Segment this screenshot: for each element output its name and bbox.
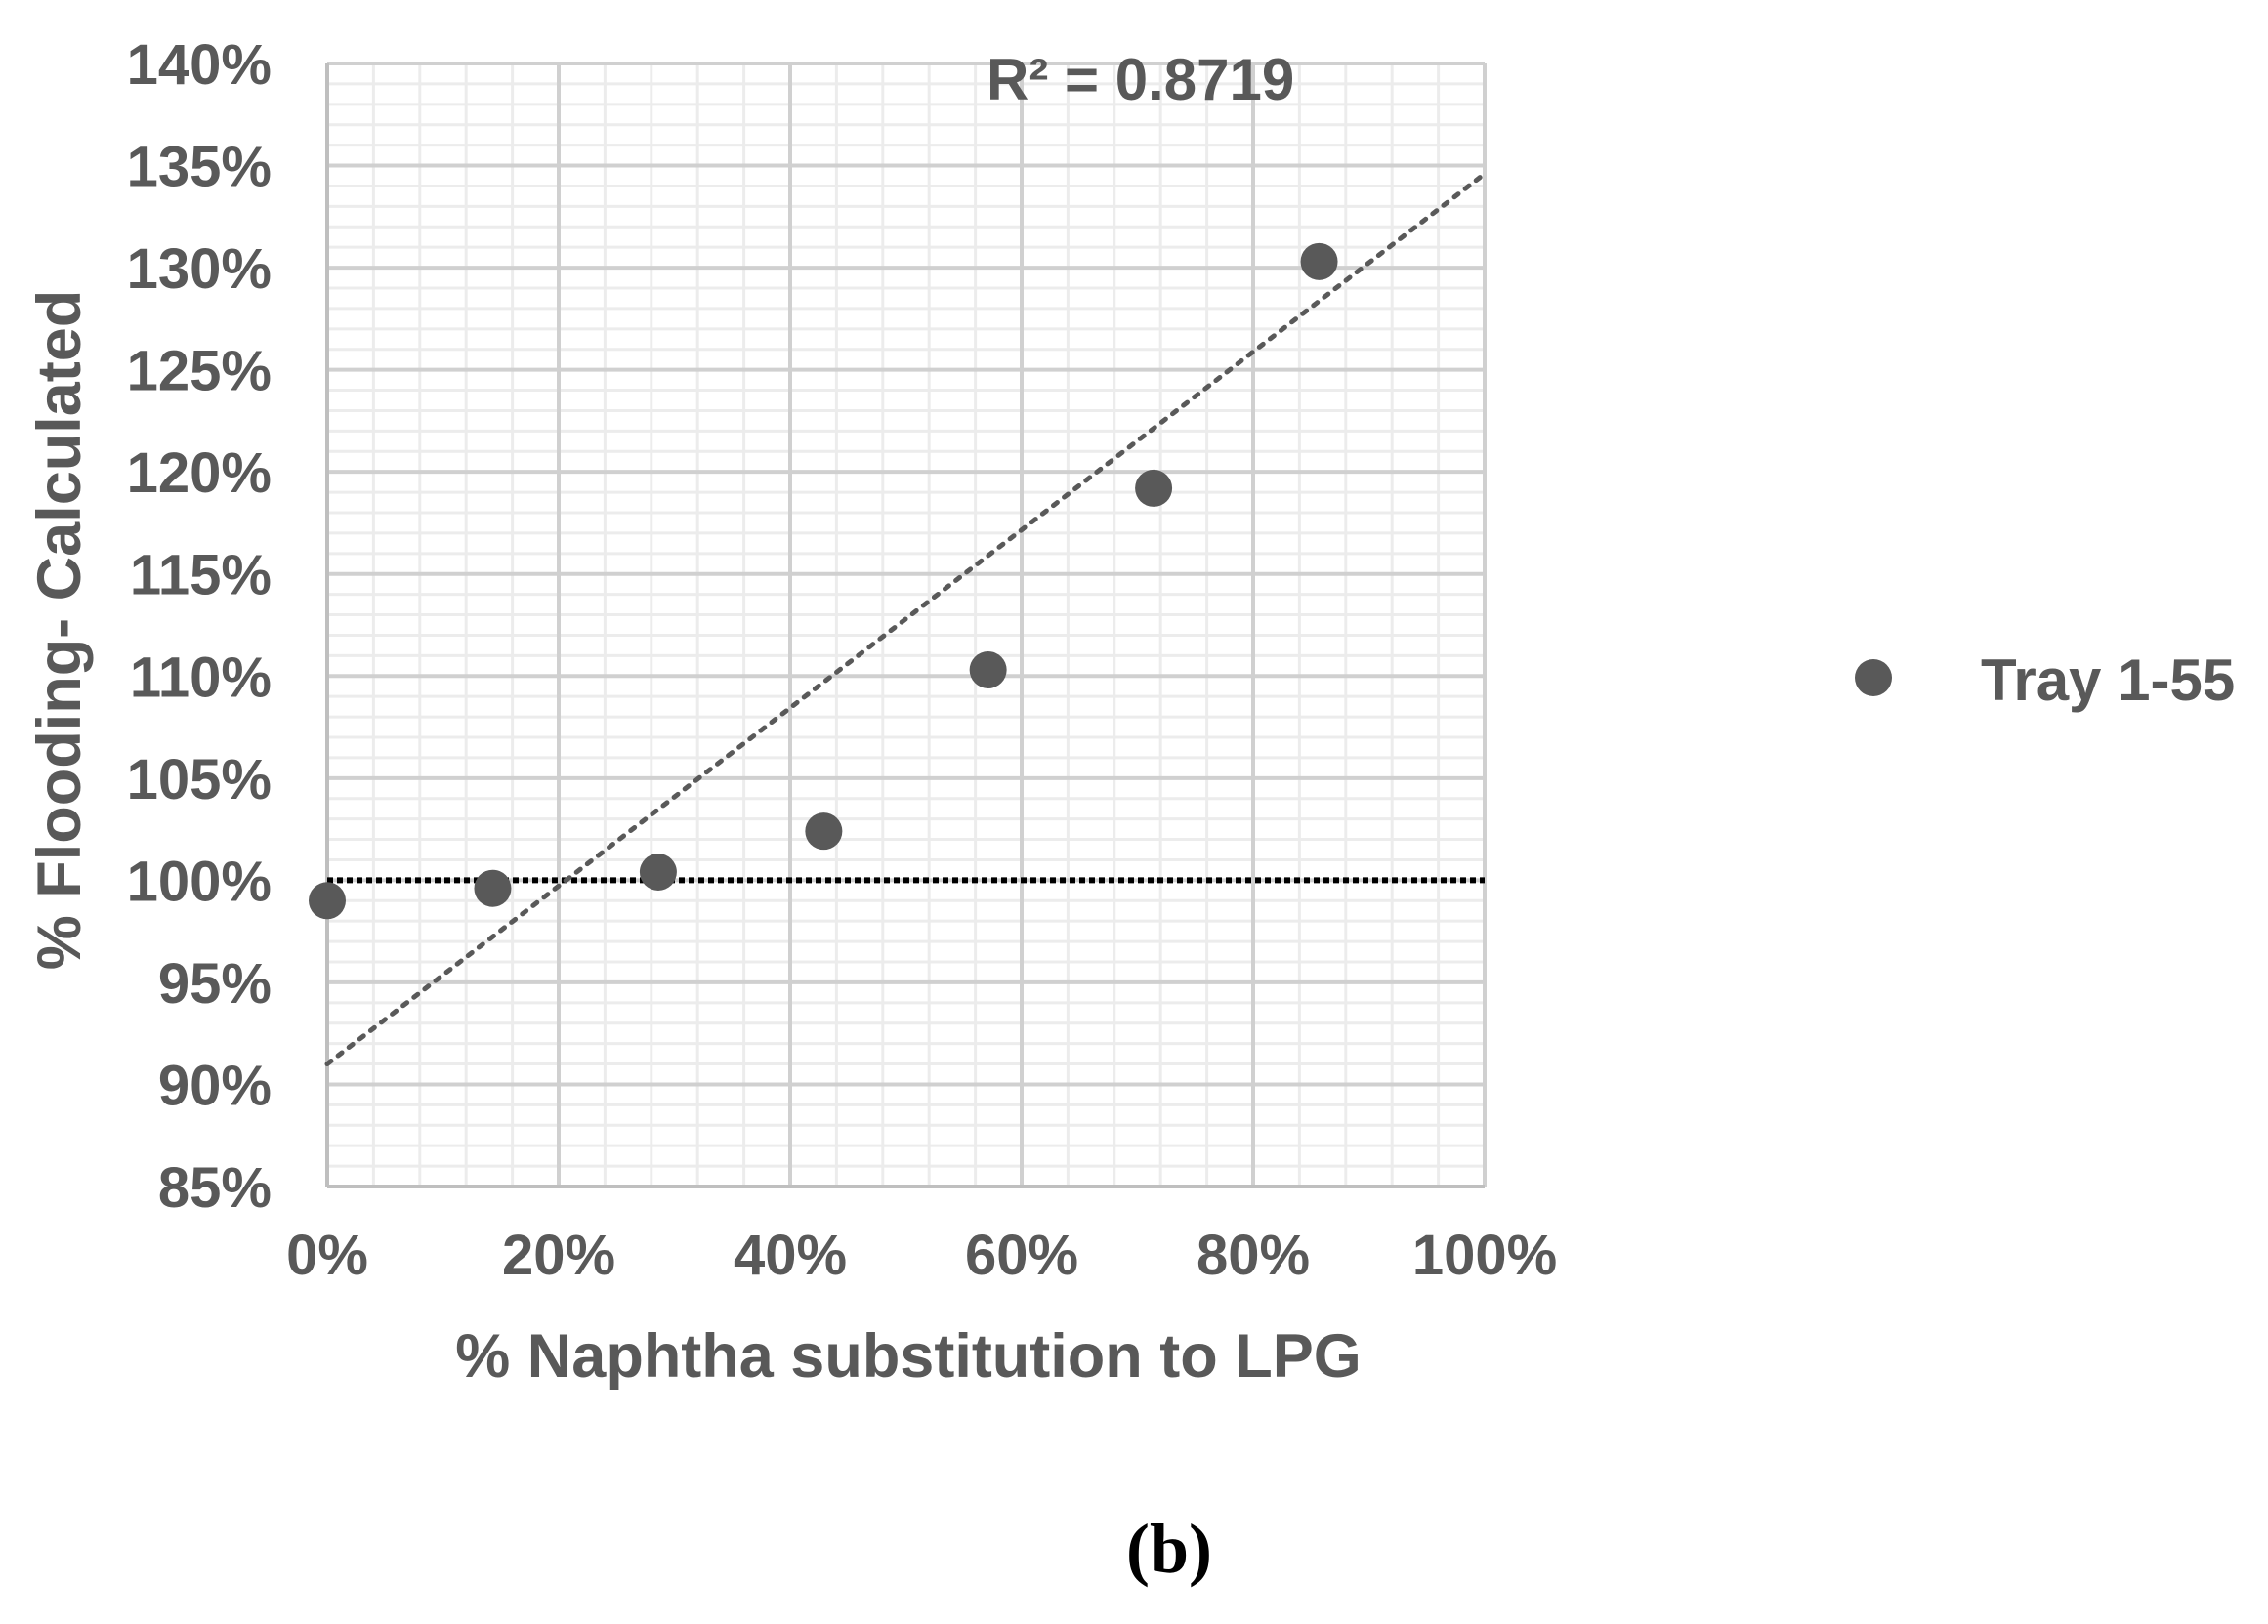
x-tick-label: 60% bbox=[965, 1224, 1078, 1287]
trendline-group bbox=[324, 171, 1488, 1067]
y-tick-label: 120% bbox=[127, 441, 272, 505]
x-tick-labels: 0% 20% 40% 60% 80% 100% bbox=[286, 1224, 1557, 1287]
data-point bbox=[969, 651, 1007, 688]
x-tick-label: 100% bbox=[1412, 1224, 1557, 1287]
axes bbox=[325, 63, 1485, 1188]
data-point bbox=[1300, 242, 1338, 280]
minor-gridlines bbox=[327, 63, 1485, 1187]
legend-marker bbox=[1855, 659, 1892, 696]
x-tick-label: 20% bbox=[502, 1224, 615, 1287]
data-point bbox=[805, 812, 843, 851]
major-gridlines bbox=[327, 62, 1487, 1187]
y-tick-label: 130% bbox=[127, 237, 272, 301]
panel-label: (b) bbox=[1126, 1510, 1212, 1588]
data-point bbox=[639, 854, 677, 891]
data-point bbox=[1135, 469, 1173, 507]
legend-label: Tray 1-55 bbox=[1981, 647, 2235, 713]
y-tick-label: 90% bbox=[158, 1054, 272, 1117]
y-tick-label: 95% bbox=[158, 952, 272, 1016]
y-tick-label: 100% bbox=[127, 850, 272, 913]
y-tick-labels: 85% 90% 95% 100% 105% 110% 115% 120% 125% 130% 135… bbox=[127, 33, 272, 1220]
x-tick-label: 40% bbox=[734, 1224, 847, 1287]
trendline bbox=[324, 171, 1488, 1067]
y-tick-label: 105% bbox=[127, 748, 272, 812]
y-tick-label: 125% bbox=[127, 340, 272, 403]
y-tick-label: 135% bbox=[127, 136, 272, 199]
legend: Tray 1-55 bbox=[1855, 647, 2235, 713]
x-axis-title: % Naphtha substitution to LPG bbox=[455, 1322, 1361, 1391]
y-tick-label: 85% bbox=[158, 1156, 272, 1220]
data-point bbox=[474, 869, 512, 907]
y-tick-label: 110% bbox=[130, 645, 272, 709]
data-points bbox=[309, 242, 1338, 920]
data-point bbox=[309, 882, 346, 920]
x-tick-label: 80% bbox=[1197, 1224, 1310, 1287]
x-tick-label: 0% bbox=[286, 1224, 368, 1287]
y-axis-title: % Flooding- Calculated bbox=[25, 290, 94, 971]
y-tick-label: 140% bbox=[127, 33, 272, 97]
y-tick-label: 115% bbox=[130, 544, 272, 607]
r-squared-annotation: R² = 0.8719 bbox=[987, 47, 1294, 112]
